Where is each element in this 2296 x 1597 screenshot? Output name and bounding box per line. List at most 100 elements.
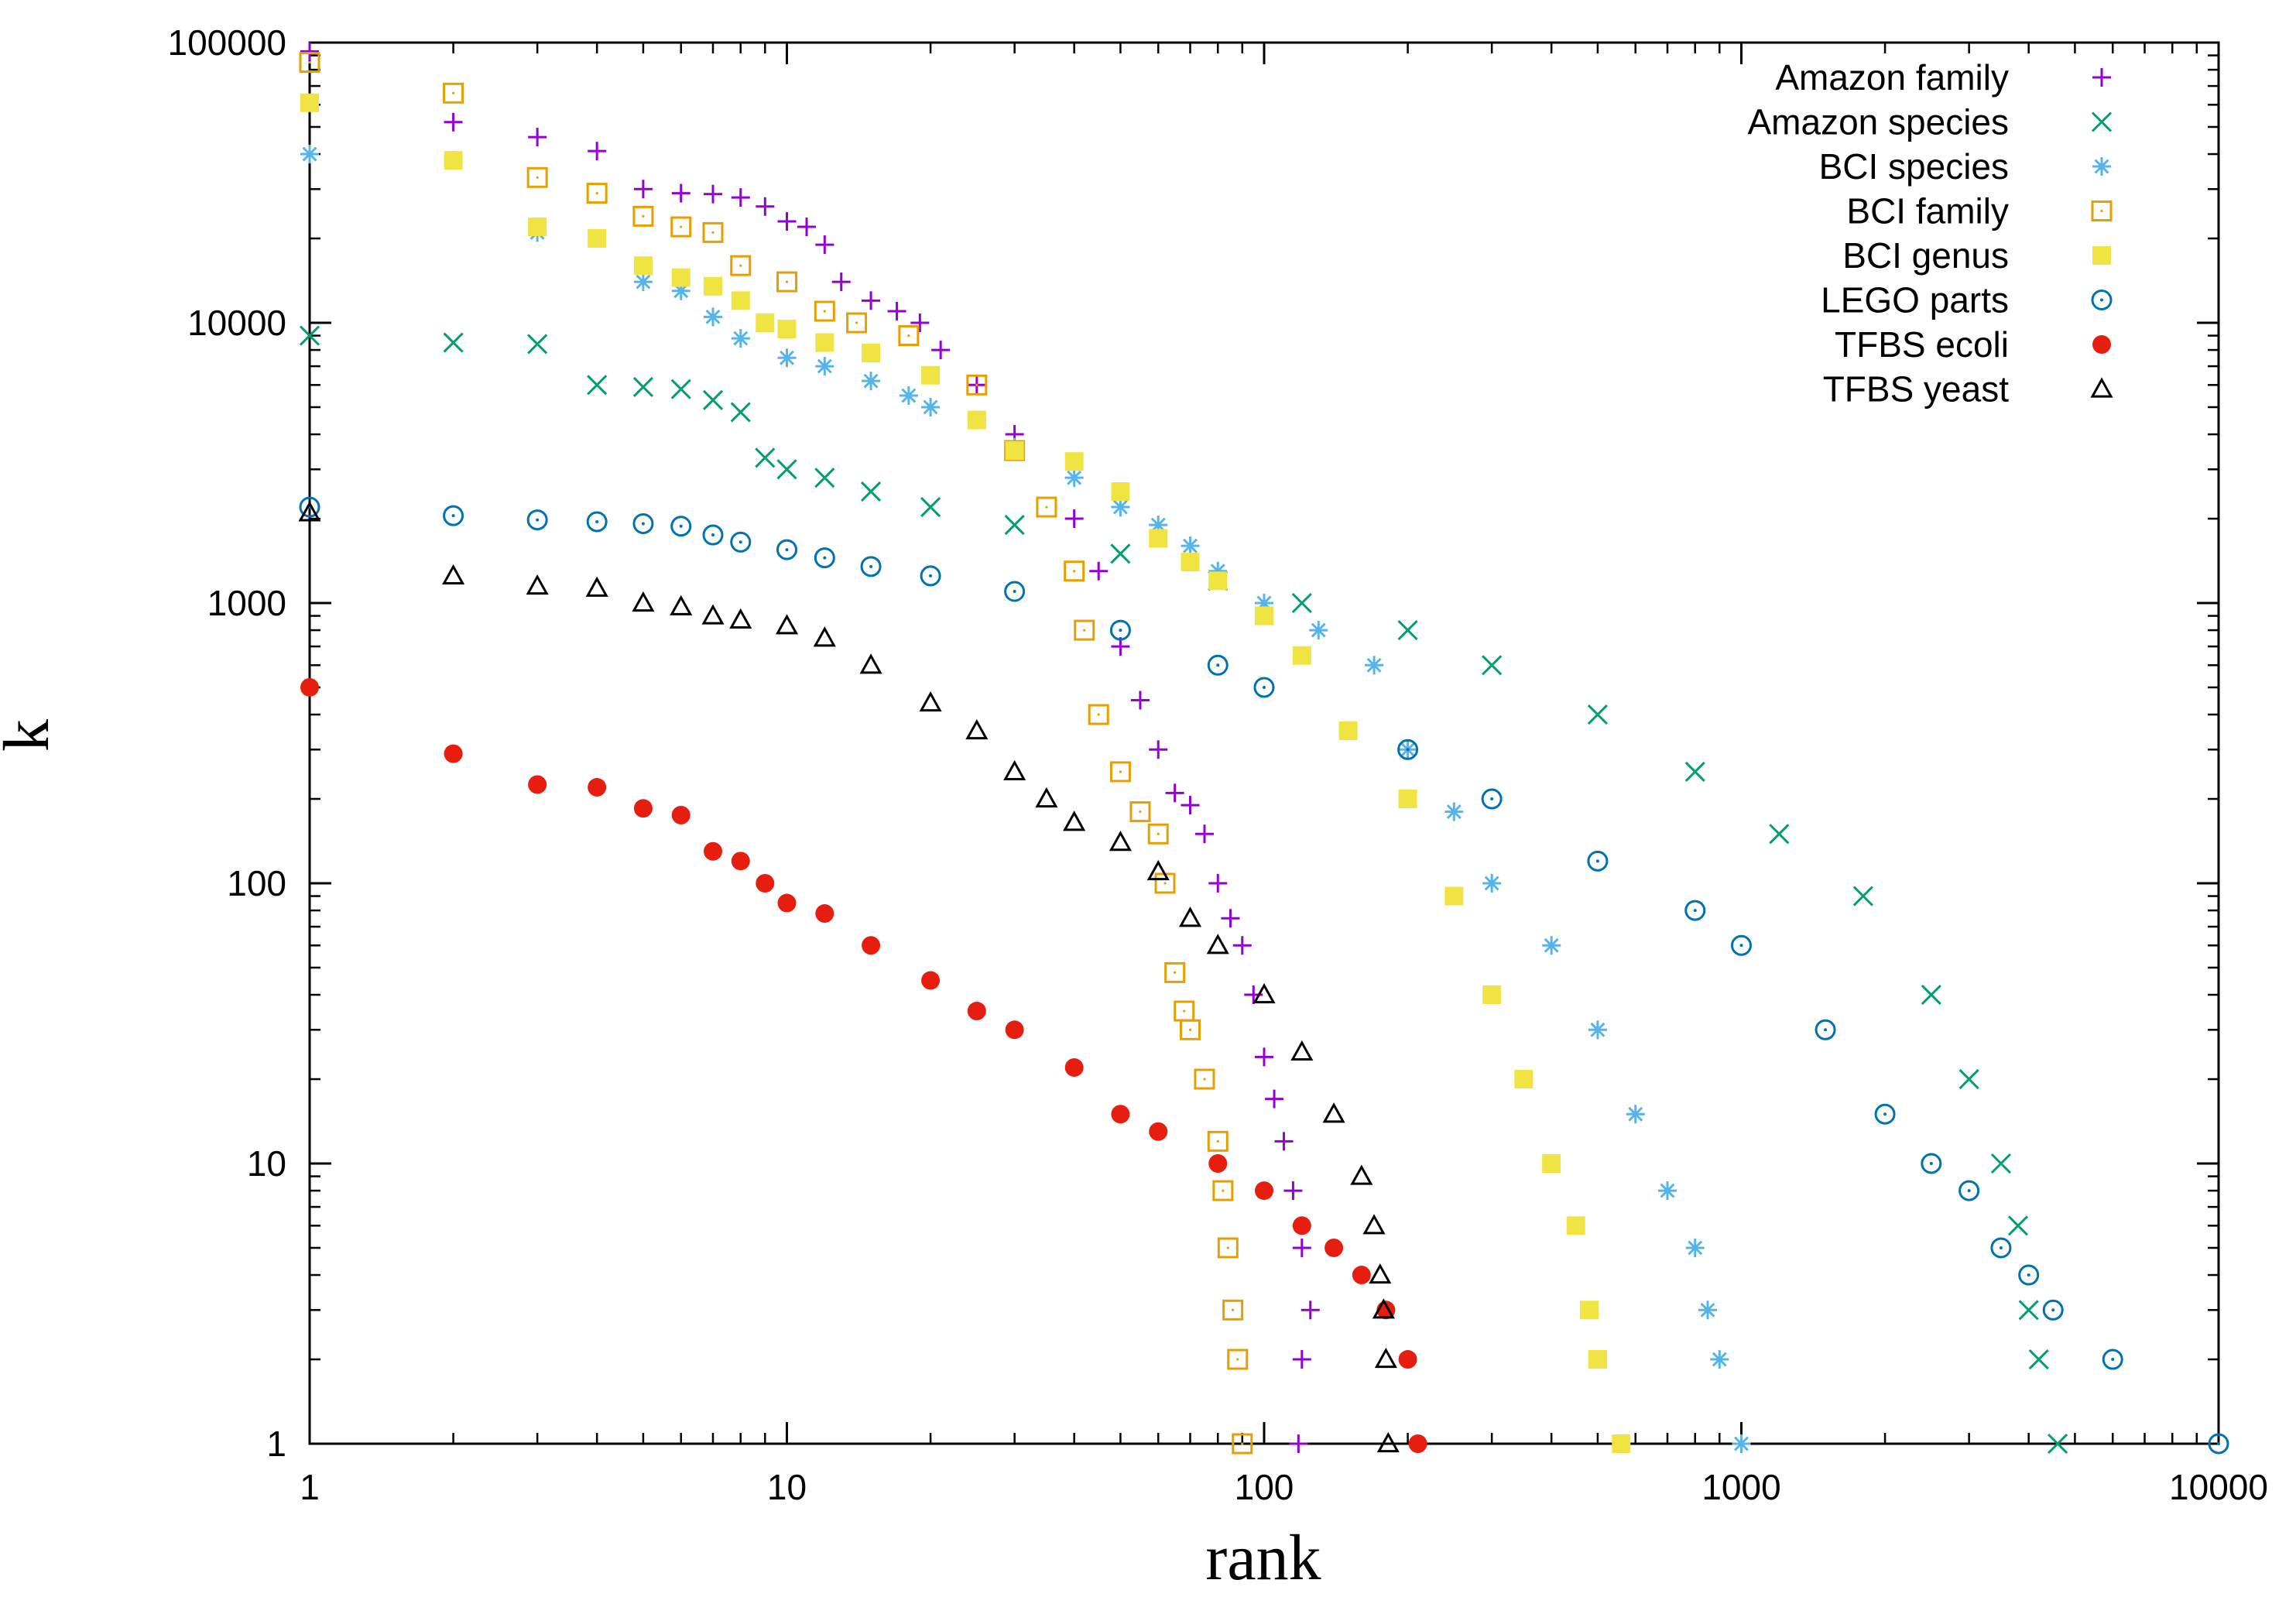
marker-shape [1338,721,1358,741]
data-point [1217,1237,1239,1259]
marker-stroke [2028,1349,2049,1370]
marker-dot [1241,1442,1244,1445]
marker-dot [1174,971,1177,974]
data-point [777,348,797,368]
marker-shape [731,852,750,871]
marker-shape [862,936,881,955]
data-point [1064,560,1085,582]
series-amazon-species [299,325,2068,1455]
marker-shape [756,874,775,893]
marker-stroke [776,459,797,480]
data-point [1232,1433,1253,1455]
data-point [1579,1301,1599,1320]
data-point [670,379,691,399]
data-point [704,307,723,327]
data-point [1291,592,1312,614]
marker-shape [921,365,941,385]
marker-shape [526,509,548,531]
data-point [587,375,608,396]
marker-shape [776,271,797,293]
data-point [444,744,463,763]
marker-dot [641,522,645,526]
marker-shape [1566,1216,1585,1235]
marker-dot [1203,1078,1206,1081]
marker-shape [1035,787,1058,808]
marker-shape [1074,619,1095,641]
marker-shape [670,516,692,537]
marker-stroke [1004,515,1025,536]
data-point [526,574,549,595]
marker-dot [975,383,978,386]
series-bci-family [299,52,1253,1455]
marker-dot [1157,832,1160,835]
marker-dot [1739,944,1743,948]
data-point [1181,796,1200,815]
data-point [931,341,951,360]
marker-stroke [1291,592,1312,614]
y-tick-label: 10 [247,1143,286,1184]
data-point [1164,961,1186,983]
marker-dot [1073,570,1076,573]
marker-stroke [299,325,320,346]
data-point [1685,1238,1705,1257]
data-point [1088,704,1109,725]
data-point [1292,1350,1311,1369]
data-point [300,42,319,61]
x-tick-label: 10000 [2169,1467,2268,1507]
data-point [1698,1301,1717,1320]
data-point [1064,468,1084,488]
data-point [1542,936,1561,955]
y-tick-label: 100000 [168,22,287,63]
data-point [1542,1154,1561,1173]
marker-dot [823,310,826,313]
data-point [585,576,608,597]
data-point [814,547,835,569]
marker-dot [1013,590,1016,594]
data-point [756,314,775,332]
data-point [701,604,725,625]
axis-tick-labels: 1 10 100 1000 10000 1 10 100 1000 10000 100000 [168,22,2268,1507]
marker-shape [1208,1154,1228,1173]
data-point [967,1002,986,1021]
marker-stroke [730,402,751,423]
legend-marker [2092,246,2111,265]
marker-stroke [670,379,691,399]
data-point [859,653,882,674]
data-point [1111,498,1130,517]
marker-shape [2092,335,2111,354]
marker-shape [815,333,834,352]
marker-shape [443,505,464,526]
data-point [1921,1153,1942,1174]
marker-dot [451,514,455,518]
marker-dot [451,91,455,94]
marker-shape [1217,1237,1239,1259]
marker-shape [1036,496,1057,518]
marker-shape [1253,982,1276,1004]
data-point [528,775,547,794]
marker-dot [1119,629,1122,632]
data-point [921,365,941,385]
marker-shape [702,221,724,243]
data-point [702,524,724,546]
marker-dot [1236,1358,1239,1361]
data-point [1324,1238,1344,1257]
marker-shape [1232,1433,1253,1455]
marker-dot [1406,748,1410,752]
data-point [1149,740,1168,759]
marker-shape [1324,1238,1344,1257]
data-point [920,565,941,587]
y-tick-label: 1 [266,1424,286,1464]
data-point [1253,677,1275,698]
data-point [814,300,835,322]
marker-shape [1408,1434,1427,1453]
marker-shape [1588,1350,1607,1369]
marker-shape [1253,677,1275,698]
marker-dot [869,564,873,568]
marker-dot [1045,505,1048,509]
data-point [2048,1433,2068,1455]
data-point [756,874,775,893]
marker-dot [2027,1273,2030,1277]
data-point [298,501,321,522]
data-point [1588,1350,1607,1369]
